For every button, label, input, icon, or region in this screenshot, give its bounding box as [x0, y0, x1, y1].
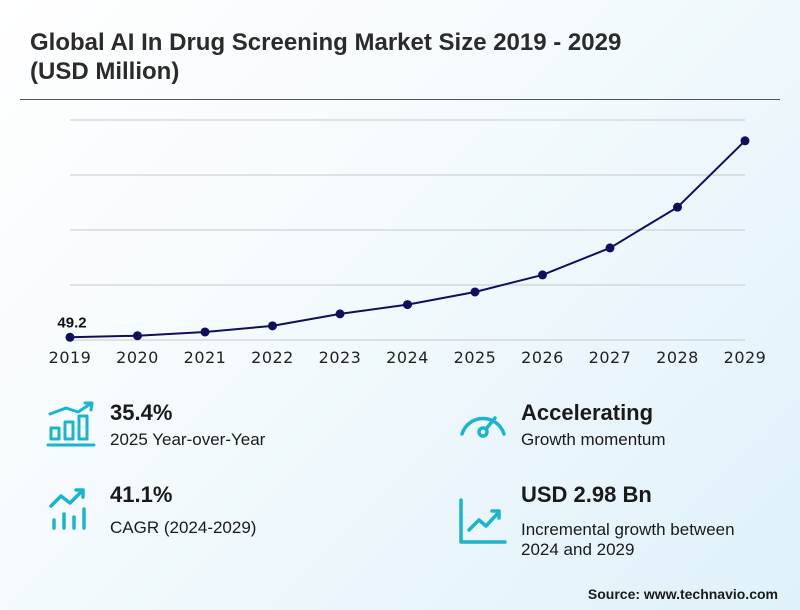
- kpi-label: Growth momentum: [521, 430, 666, 449]
- kpi-label: CAGR (2024-2029): [110, 518, 257, 537]
- data-labels: 49.2: [57, 314, 86, 331]
- title-divider: [20, 99, 780, 100]
- bar-growth-icon: [46, 401, 96, 447]
- x-tick-label: 2023: [319, 348, 362, 367]
- line-chart: 2019 2020 2021 2022 2023 2024 2025 2026 2027 2028…: [49, 119, 767, 367]
- x-tick-label: 2021: [184, 348, 227, 367]
- x-tick-label: 2019: [49, 348, 92, 367]
- data-point-2023: [335, 309, 345, 319]
- x-tick-label: 2025: [454, 348, 497, 367]
- source-credit: Source: www.technavio.com: [587, 586, 778, 602]
- data-point-2027: [605, 243, 615, 253]
- kpi-label: 2025 Year-over-Year: [110, 430, 266, 449]
- chart-series: [65, 136, 750, 342]
- line-chart-icon: [459, 498, 507, 544]
- data-point-2028: [673, 202, 682, 212]
- chart-grid: [70, 119, 745, 341]
- x-tick-label: 2029: [724, 348, 767, 367]
- x-tick-label: 2026: [521, 348, 564, 367]
- data-point-2019: [65, 332, 75, 342]
- data-point-2025: [470, 287, 480, 297]
- kpi-value: 41.1%: [110, 482, 173, 507]
- data-point-2029: [740, 136, 750, 146]
- kpi-value: 35.4%: [110, 400, 173, 425]
- kpi-value: USD 2.98 Bn: [521, 482, 652, 507]
- data-label: 49.2: [57, 314, 86, 331]
- data-point-2026: [538, 270, 547, 280]
- x-tick-label: 2027: [589, 348, 632, 367]
- x-axis-ticks: 2019 2020 2021 2022 2023 2024 2025 2026 2027 2028…: [49, 348, 767, 367]
- x-tick-label: 2022: [251, 348, 294, 367]
- data-point-2022: [268, 321, 277, 331]
- speedometer-icon: [460, 416, 506, 438]
- data-point-2020: [133, 331, 142, 341]
- x-tick-label: 2020: [116, 348, 159, 367]
- chart-title: Global AI In Drug Screening Market Size …: [30, 29, 622, 85]
- data-point-2024: [403, 300, 412, 310]
- kpi-value: Accelerating: [521, 400, 654, 425]
- x-tick-label: 2028: [656, 348, 699, 367]
- kpi-label: Incremental growth between 2024 and 2029: [521, 520, 735, 559]
- trend-bars-icon: [49, 488, 86, 530]
- data-point-2021: [200, 327, 210, 337]
- x-tick-label: 2024: [386, 348, 429, 367]
